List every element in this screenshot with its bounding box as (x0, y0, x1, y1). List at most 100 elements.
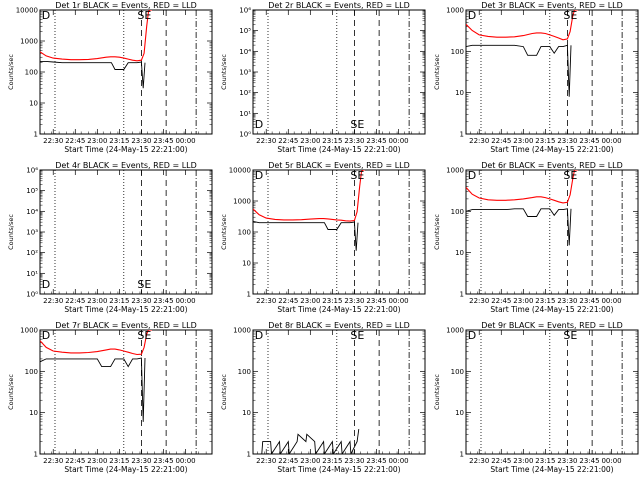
x-tick-label: 23:15 (109, 297, 129, 305)
x-tick-label: 23:00 (87, 457, 107, 465)
marker-label-d: D (42, 329, 50, 342)
x-tick-label: 23:15 (535, 137, 555, 145)
x-tick-label: 23:00 (513, 297, 533, 305)
x-tick-label: 23:00 (300, 137, 320, 145)
x-tick-label: 22:30 (469, 137, 489, 145)
marker-label-d: D (42, 278, 50, 291)
y-axis-label: Counts/sec (7, 374, 15, 410)
y-axis-label: Counts/sec (7, 54, 15, 90)
y-tick-label: 1 (247, 451, 251, 459)
x-tick-label: 23:45 (153, 297, 173, 305)
y-tick-label: 100 (451, 48, 464, 56)
x-tick-label: 23:00 (300, 457, 320, 465)
y-tick-label: 100 (25, 69, 38, 77)
x-tick-label: 23:30 (131, 457, 151, 465)
plot-frame (39, 9, 213, 135)
marker-label-s: S (137, 278, 144, 291)
y-tick-label: 10⁵ (26, 187, 38, 195)
y-tick-label: 10⁵ (239, 27, 251, 35)
marker-label-d: D (468, 9, 476, 22)
panel-det-2: Det 2r BLACK = Events, RED = LLD 10⁰ 10¹ 10… (220, 1, 426, 154)
x-tick-label: 23:00 (513, 137, 533, 145)
y-tick-label: 10² (239, 89, 251, 97)
lld-series-line (40, 330, 152, 356)
x-tick-label: 00:00 (601, 457, 621, 465)
y-tick-label: 10² (26, 249, 38, 257)
panel-det-4: Det 4r BLACK = Events, RED = LLD 10⁰ 10¹ 10… (7, 161, 213, 314)
panel-det-1: Det 1r BLACK = Events, RED = LLD 1 10 100 10… (7, 1, 213, 154)
y-tick-label: 10¹ (239, 110, 251, 118)
marker-label-s: S (563, 169, 570, 182)
x-tick-label: 00:00 (388, 297, 408, 305)
lld-series-line (253, 170, 365, 222)
x-tick-label: 00:00 (601, 137, 621, 145)
y-tick-label: 10⁰ (26, 291, 38, 299)
x-axis-label: Start Time (24-May-15 22:21:00) (277, 145, 400, 154)
y-tick-label: 100 (238, 368, 251, 376)
panel-title: Det 7r BLACK = Events, RED = LLD (55, 321, 197, 330)
x-tick-label: 00:00 (175, 297, 195, 305)
x-tick-label: 23:15 (322, 137, 342, 145)
marker-label-e: E (570, 329, 577, 342)
y-tick-label: 10¹ (26, 270, 38, 278)
y-tick-label: 10⁴ (239, 48, 251, 56)
marker-label-e: E (570, 169, 577, 182)
y-tick-label: 100 (25, 368, 38, 376)
marker-label-s: S (563, 329, 570, 342)
x-tick-label: 23:45 (153, 137, 173, 145)
marker-label-e: E (357, 169, 364, 182)
panel-title: Det 5r BLACK = Events, RED = LLD (268, 161, 410, 170)
panel-det-9: Det 9r BLACK = Events, RED = LLD 1 10 100 10… (433, 321, 639, 474)
plot-frame (465, 329, 639, 455)
y-axis-label: Counts/sec (433, 54, 441, 90)
y-tick-label: 1000 (446, 7, 464, 15)
marker-label-s: S (350, 169, 357, 182)
y-tick-label: 10 (242, 260, 251, 268)
x-tick-label: 22:45 (278, 457, 298, 465)
y-tick-label: 10 (455, 89, 464, 97)
marker-label-e: E (570, 9, 577, 22)
y-tick-label: 100 (451, 368, 464, 376)
events-series-line (253, 429, 360, 454)
x-tick-label: 23:45 (366, 137, 386, 145)
x-tick-label: 23:15 (322, 297, 342, 305)
y-tick-label: 10 (455, 249, 464, 257)
panel-title: Det 2r BLACK = Events, RED = LLD (268, 1, 410, 10)
y-tick-label: 100 (238, 229, 251, 237)
x-tick-label: 23:15 (109, 137, 129, 145)
plot-frame (39, 329, 213, 455)
y-tick-label: 1000 (446, 167, 464, 175)
y-tick-label: 1000 (20, 38, 38, 46)
x-tick-label: 23:00 (300, 297, 320, 305)
y-axis-label: Counts/sec (433, 374, 441, 410)
y-axis-label: Counts/sec (220, 54, 228, 90)
y-tick-label: 10⁶ (239, 7, 251, 15)
x-tick-label: 22:30 (256, 137, 276, 145)
y-tick-label: 1 (460, 451, 464, 459)
panel-title: Det 3r BLACK = Events, RED = LLD (481, 1, 623, 10)
panel-title: Det 6r BLACK = Events, RED = LLD (481, 161, 623, 170)
marker-label-s: S (563, 9, 570, 22)
y-axis-label: Counts/sec (433, 214, 441, 250)
x-tick-label: 22:45 (65, 297, 85, 305)
y-tick-label: 10³ (239, 69, 251, 77)
marker-label-s: S (350, 329, 357, 342)
x-axis-label: Start Time (24-May-15 22:21:00) (277, 305, 400, 314)
plot-frame (252, 9, 426, 135)
x-tick-label: 23:30 (557, 137, 577, 145)
y-tick-label: 10 (455, 409, 464, 417)
x-tick-label: 00:00 (601, 297, 621, 305)
x-tick-label: 23:30 (344, 457, 364, 465)
y-tick-label: 1 (460, 131, 464, 139)
panel-det-3: Det 3r BLACK = Events, RED = LLD 1 10 100 10… (433, 1, 639, 154)
panel-det-6: Det 6r BLACK = Events, RED = LLD 1 10 100 10… (433, 161, 639, 314)
x-tick-label: 00:00 (175, 457, 195, 465)
y-tick-label: 10⁶ (26, 167, 38, 175)
x-tick-label: 23:45 (366, 457, 386, 465)
y-axis-label: Counts/sec (7, 214, 15, 250)
y-tick-label: 10³ (26, 229, 38, 237)
x-tick-label: 23:45 (366, 297, 386, 305)
lld-series-line (466, 170, 578, 204)
x-axis-label: Start Time (24-May-15 22:21:00) (490, 145, 613, 154)
